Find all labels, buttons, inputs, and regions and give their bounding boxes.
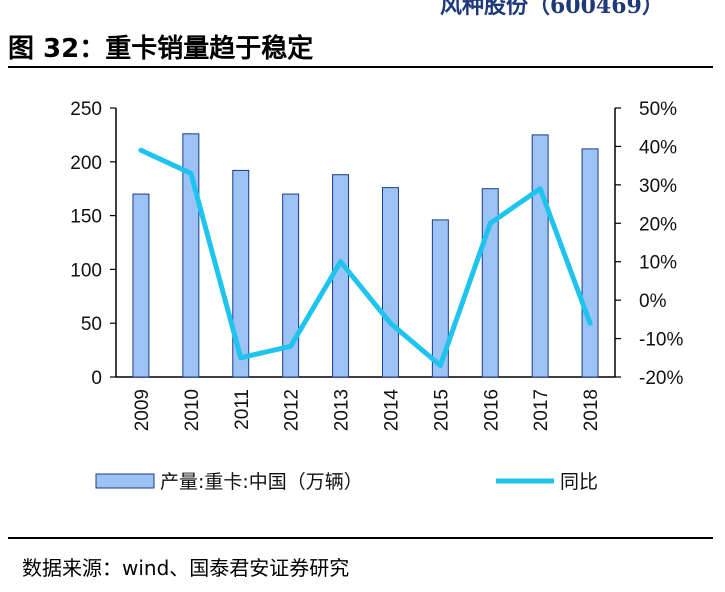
bar-series: [132, 133, 599, 378]
left-tick-label: 150: [70, 207, 102, 228]
cropped-header-text: 风种股份（600469）: [440, 0, 664, 19]
bar: [232, 169, 250, 378]
x-tick-label: 2018: [581, 389, 602, 431]
x-tick-label: 2011: [232, 389, 253, 430]
left-tick-label: 250: [70, 99, 102, 120]
line-series: [138, 147, 593, 368]
left-tick-label: 200: [70, 153, 102, 174]
figure-title: 图 32：重卡销量趋于稳定: [8, 34, 314, 64]
right-tick-label: 40%: [639, 137, 677, 158]
x-tick-label: 2009: [132, 389, 153, 431]
source-note: 数据来源：wind、国泰君安证券研究: [22, 556, 350, 580]
x-tick-label: 2016: [481, 389, 502, 431]
right-tick-label: 10%: [639, 253, 677, 274]
x-tick-label: 2015: [431, 389, 452, 431]
right-tick-label: 30%: [639, 176, 677, 197]
right-tick-label: 20%: [639, 214, 677, 235]
legend: 产量:重卡:中国（万辆） 同比: [95, 471, 598, 493]
left-tick-label: 100: [70, 260, 102, 281]
right-tick-label: 50%: [639, 99, 677, 120]
x-tick-label: 2013: [332, 389, 353, 431]
right-tick-label: 0%: [639, 291, 667, 312]
bar: [282, 193, 300, 378]
bar: [381, 187, 399, 378]
legend-line-label: 同比: [560, 471, 598, 493]
yoy-line: [138, 147, 593, 368]
bar: [431, 219, 449, 378]
tick-labels: 250 200 150 100 50 0 50% 40% 30% 20% 10% 0% -10% -20%…: [70, 99, 683, 431]
right-tick-label: -20%: [639, 368, 683, 389]
x-tick-label: 2012: [282, 389, 303, 431]
legend-bar-swatch: [95, 473, 155, 489]
bar: [581, 148, 599, 378]
bar: [531, 134, 549, 378]
bar: [132, 193, 150, 378]
right-tick-label: -10%: [639, 330, 683, 351]
left-tick-label: 0: [91, 368, 102, 389]
x-tick-label: 2017: [531, 389, 552, 431]
x-tick-label: 2010: [182, 389, 203, 431]
source-rule: [8, 537, 713, 539]
title-rule: [8, 66, 713, 68]
legend-bar-label: 产量:重卡:中国（万辆）: [160, 471, 363, 493]
left-tick-label: 50: [81, 314, 102, 335]
x-tick-label: 2014: [381, 389, 402, 432]
